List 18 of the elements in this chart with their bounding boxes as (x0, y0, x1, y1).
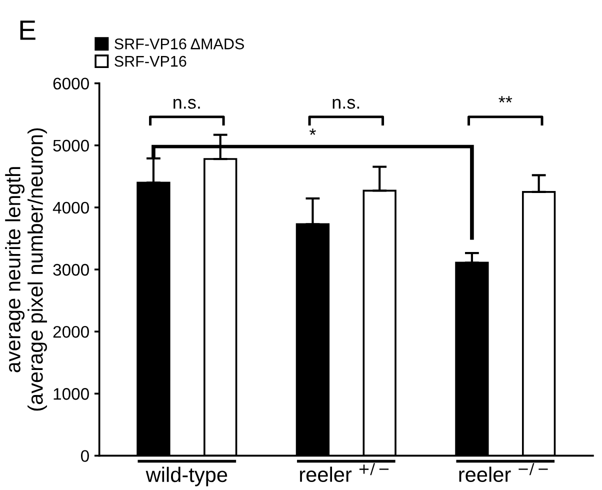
y-axis-title: average neurite length (average pixel number/neuron) (5, 128, 47, 411)
text: E (20, 20, 36, 40)
annotation: n.s. (332, 98, 360, 109)
annotation: ** (498, 96, 512, 103)
y-tick-label: 4000 (52, 202, 89, 214)
legend-label: SRF-VP16 ΔMADS (114, 38, 244, 50)
legend-label: SRF-VP16 (114, 56, 186, 67)
annotation: n.s. (174, 98, 200, 109)
y-tick-label: 6000 (53, 78, 89, 90)
y-tick-label: 1000 (54, 388, 89, 400)
y-tick-label: 2000 (53, 326, 89, 338)
x-tick-label: reeler $^{+/−}$ (300, 463, 389, 482)
y-tick-label: 0 (80, 450, 89, 462)
annotation: * (309, 128, 316, 135)
x-tick-label: reeler $^{−/−}$ (459, 463, 548, 482)
y-tick-label: 3000 (53, 264, 89, 276)
y-tick-label: 5000 (53, 140, 89, 152)
x-tick-label: wild-type (146, 466, 228, 486)
